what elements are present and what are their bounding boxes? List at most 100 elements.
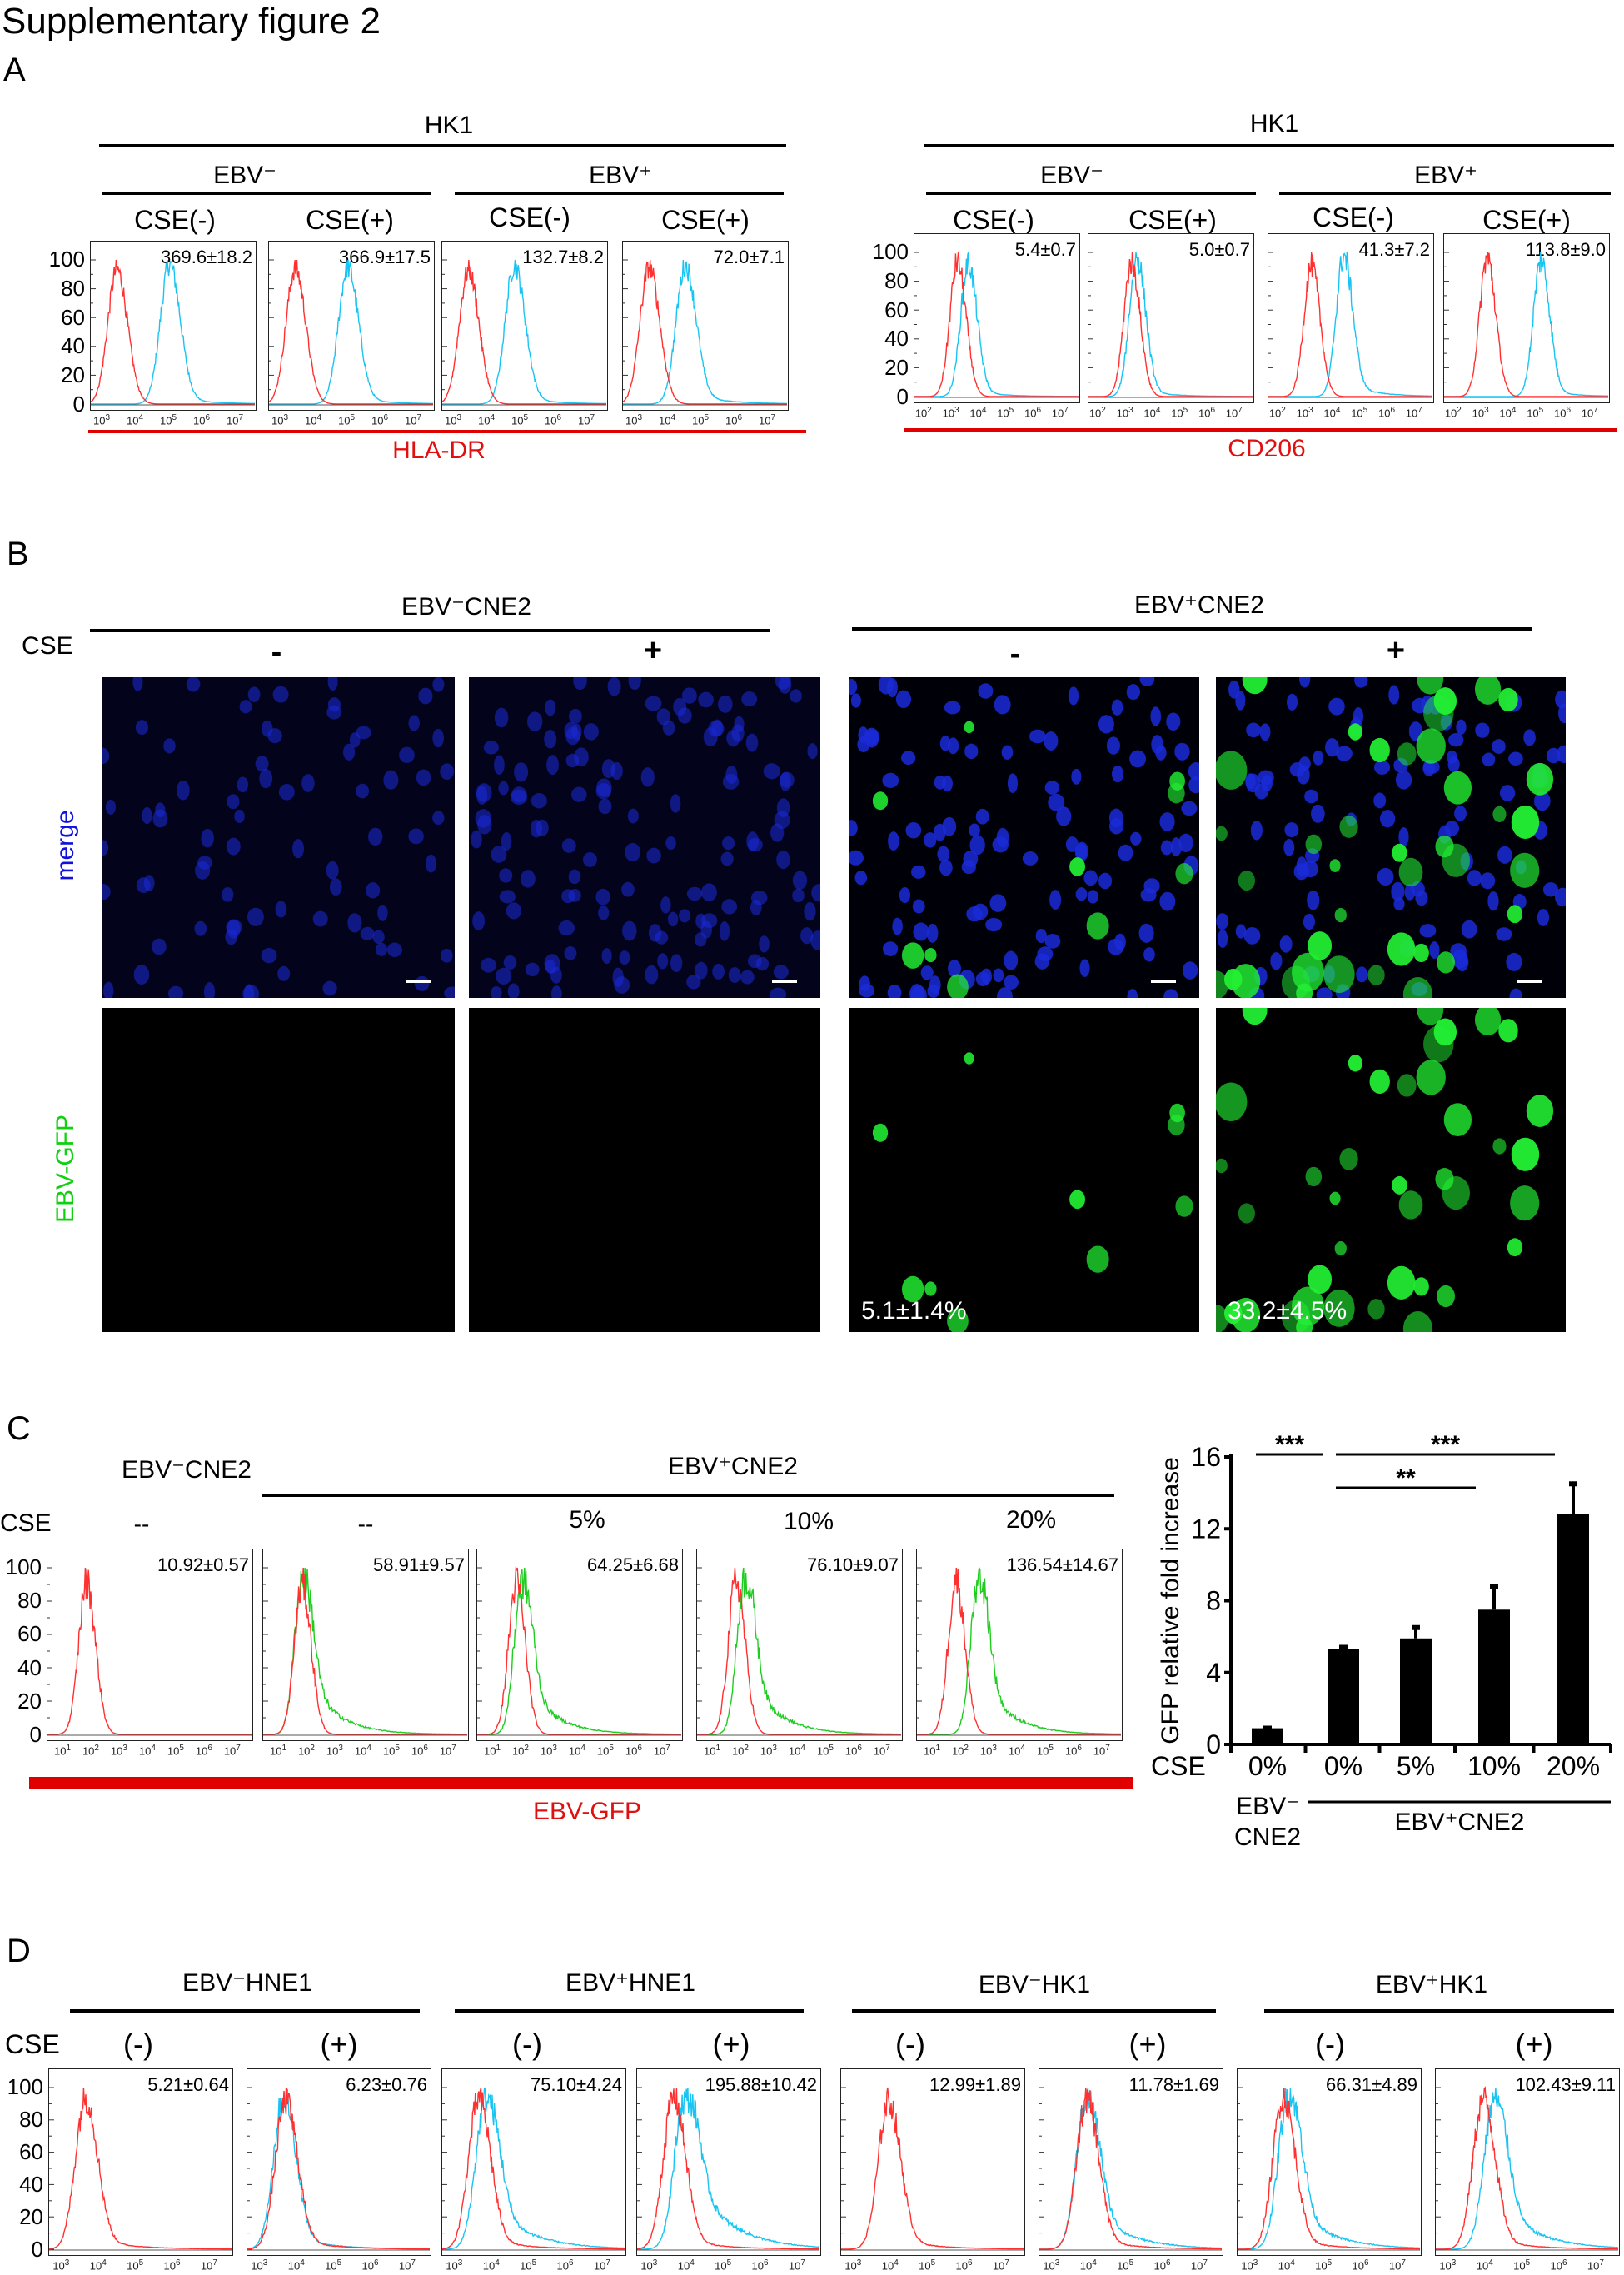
- x-tick-label: 104: [1008, 1744, 1025, 1758]
- nucleus: [1286, 693, 1298, 711]
- nucleus: [326, 705, 342, 720]
- nucleus: [342, 743, 356, 761]
- x-tick-label: 103: [93, 413, 111, 427]
- nucleus: [545, 699, 556, 716]
- x-tick-exponent: 5: [726, 2258, 732, 2268]
- gfp-positive-cell: [1474, 677, 1502, 705]
- x-tick-exponent: 4: [670, 413, 676, 422]
- nucleus: [948, 960, 961, 978]
- nucleus: [322, 980, 337, 996]
- x-tick-label: 105: [1036, 1744, 1054, 1758]
- scale-bar: [772, 980, 797, 983]
- mfi-value: 113.8±9.0: [1525, 239, 1606, 260]
- nucleus: [239, 700, 252, 714]
- nucleus: [734, 716, 745, 733]
- x-tick-label: 104: [305, 413, 322, 427]
- condition-label: (+): [1128, 2027, 1167, 2061]
- nucleus: [1311, 804, 1325, 823]
- nucleus: [476, 783, 492, 802]
- histogram-plot: 76.10±9.07: [696, 1549, 903, 1741]
- nucleus: [628, 677, 641, 691]
- gfp-positive-cell: [1367, 1299, 1385, 1320]
- condition-label: CSE(+): [306, 205, 394, 235]
- y-tick-label: 80: [884, 267, 909, 293]
- nucleus: [1356, 966, 1368, 983]
- x-tick-exponent: 7: [411, 2258, 416, 2268]
- group-rule: [1264, 2009, 1614, 2013]
- gfp-positive-cell: [1369, 1069, 1390, 1094]
- x-tick-exponent: 5: [1525, 2258, 1531, 2268]
- gfp-positive-cell: [1510, 852, 1540, 888]
- x-tick-label: 105: [596, 1744, 614, 1758]
- merge-image: [1216, 677, 1566, 998]
- x-tick-exponent: 3: [262, 2258, 268, 2268]
- nucleus: [475, 809, 491, 828]
- nucleus: [176, 780, 190, 801]
- group-rule: [852, 2009, 1216, 2013]
- nucleus: [568, 869, 581, 885]
- mfi-value: 11.78±1.69: [1128, 2074, 1219, 2095]
- group-label: EBV⁺HK1: [1375, 1971, 1488, 1998]
- gfp-positive-cell: [1474, 1008, 1502, 1036]
- x-category-label: 10%: [1467, 1751, 1521, 1781]
- y-tick-label: 100: [48, 247, 85, 272]
- x-tick-label: 106: [193, 413, 211, 427]
- x-tick-exponent: 4: [316, 413, 322, 422]
- x-tick-exponent: 5: [1327, 2258, 1333, 2268]
- nucleus: [1391, 881, 1405, 901]
- condition-label: 20%: [1005, 1506, 1057, 1534]
- control-histogram-curve: [247, 2087, 430, 2250]
- x-tick-exponent: 7: [451, 1744, 456, 1753]
- significance-label: ***: [1275, 1431, 1304, 1459]
- group-rule: [924, 144, 1614, 147]
- nucleus: [506, 902, 522, 920]
- figure-title: Supplementary figure 2: [2, 1, 381, 42]
- nucleus: [1129, 750, 1147, 768]
- gfp-positive-cell: [1367, 965, 1385, 985]
- cell-line-label: HK1: [1249, 110, 1299, 137]
- x-tick-exponent: 6: [763, 2258, 769, 2268]
- gfp-positive-cell: [1216, 1082, 1248, 1122]
- nucleus: [850, 693, 861, 708]
- nucleus: [1056, 806, 1072, 826]
- nucleus: [546, 755, 559, 776]
- nucleus: [645, 965, 659, 985]
- nucleus: [924, 832, 937, 848]
- condition-label: +: [1386, 633, 1406, 668]
- x-tick-exponent: 4: [366, 1744, 371, 1753]
- sample-histogram-curve: [1238, 2087, 1420, 2250]
- mfi-value: 132.7±8.2: [522, 247, 604, 267]
- nucleus: [550, 985, 562, 998]
- gfp-positive-cell: [1526, 1095, 1554, 1127]
- nucleus: [964, 743, 979, 760]
- histogram-svg: [442, 2087, 625, 2251]
- nucleus: [614, 976, 630, 994]
- gfp-positive-cell: [1216, 751, 1248, 790]
- x-tick-label: 103: [760, 1744, 777, 1758]
- condition-label: (-): [895, 2027, 925, 2061]
- nucleus: [810, 930, 820, 950]
- y-tick-label: 12: [1191, 1514, 1221, 1544]
- x-tick-label: 104: [788, 1744, 805, 1758]
- nucleus: [755, 956, 770, 971]
- group-rule: [70, 2009, 420, 2013]
- x-tick-label: 106: [1198, 406, 1215, 420]
- nucleus: [660, 896, 671, 914]
- x-tick-exponent: 3: [954, 406, 959, 415]
- error-bar-cap: [1569, 1481, 1577, 1487]
- x-tick-label: 103: [445, 413, 462, 427]
- nucleus: [993, 968, 1004, 983]
- group-label: EBV⁻CNE2: [401, 593, 531, 621]
- marker-underline: [29, 1777, 1133, 1789]
- nucleus: [657, 953, 669, 970]
- group-label: EBV⁺: [1414, 162, 1477, 189]
- gfp-positive-cell: [1175, 862, 1193, 885]
- nucleus: [627, 808, 639, 824]
- nucleus: [1447, 750, 1457, 764]
- histogram-svg: [1436, 2086, 1618, 2251]
- gfp-positive-cell: [1069, 1190, 1086, 1210]
- x-tick-label: 105: [1513, 2258, 1531, 2273]
- nucleus: [1353, 707, 1364, 726]
- x-tick-label: 106: [1064, 1744, 1082, 1758]
- group-label: CNE2: [1234, 1823, 1301, 1851]
